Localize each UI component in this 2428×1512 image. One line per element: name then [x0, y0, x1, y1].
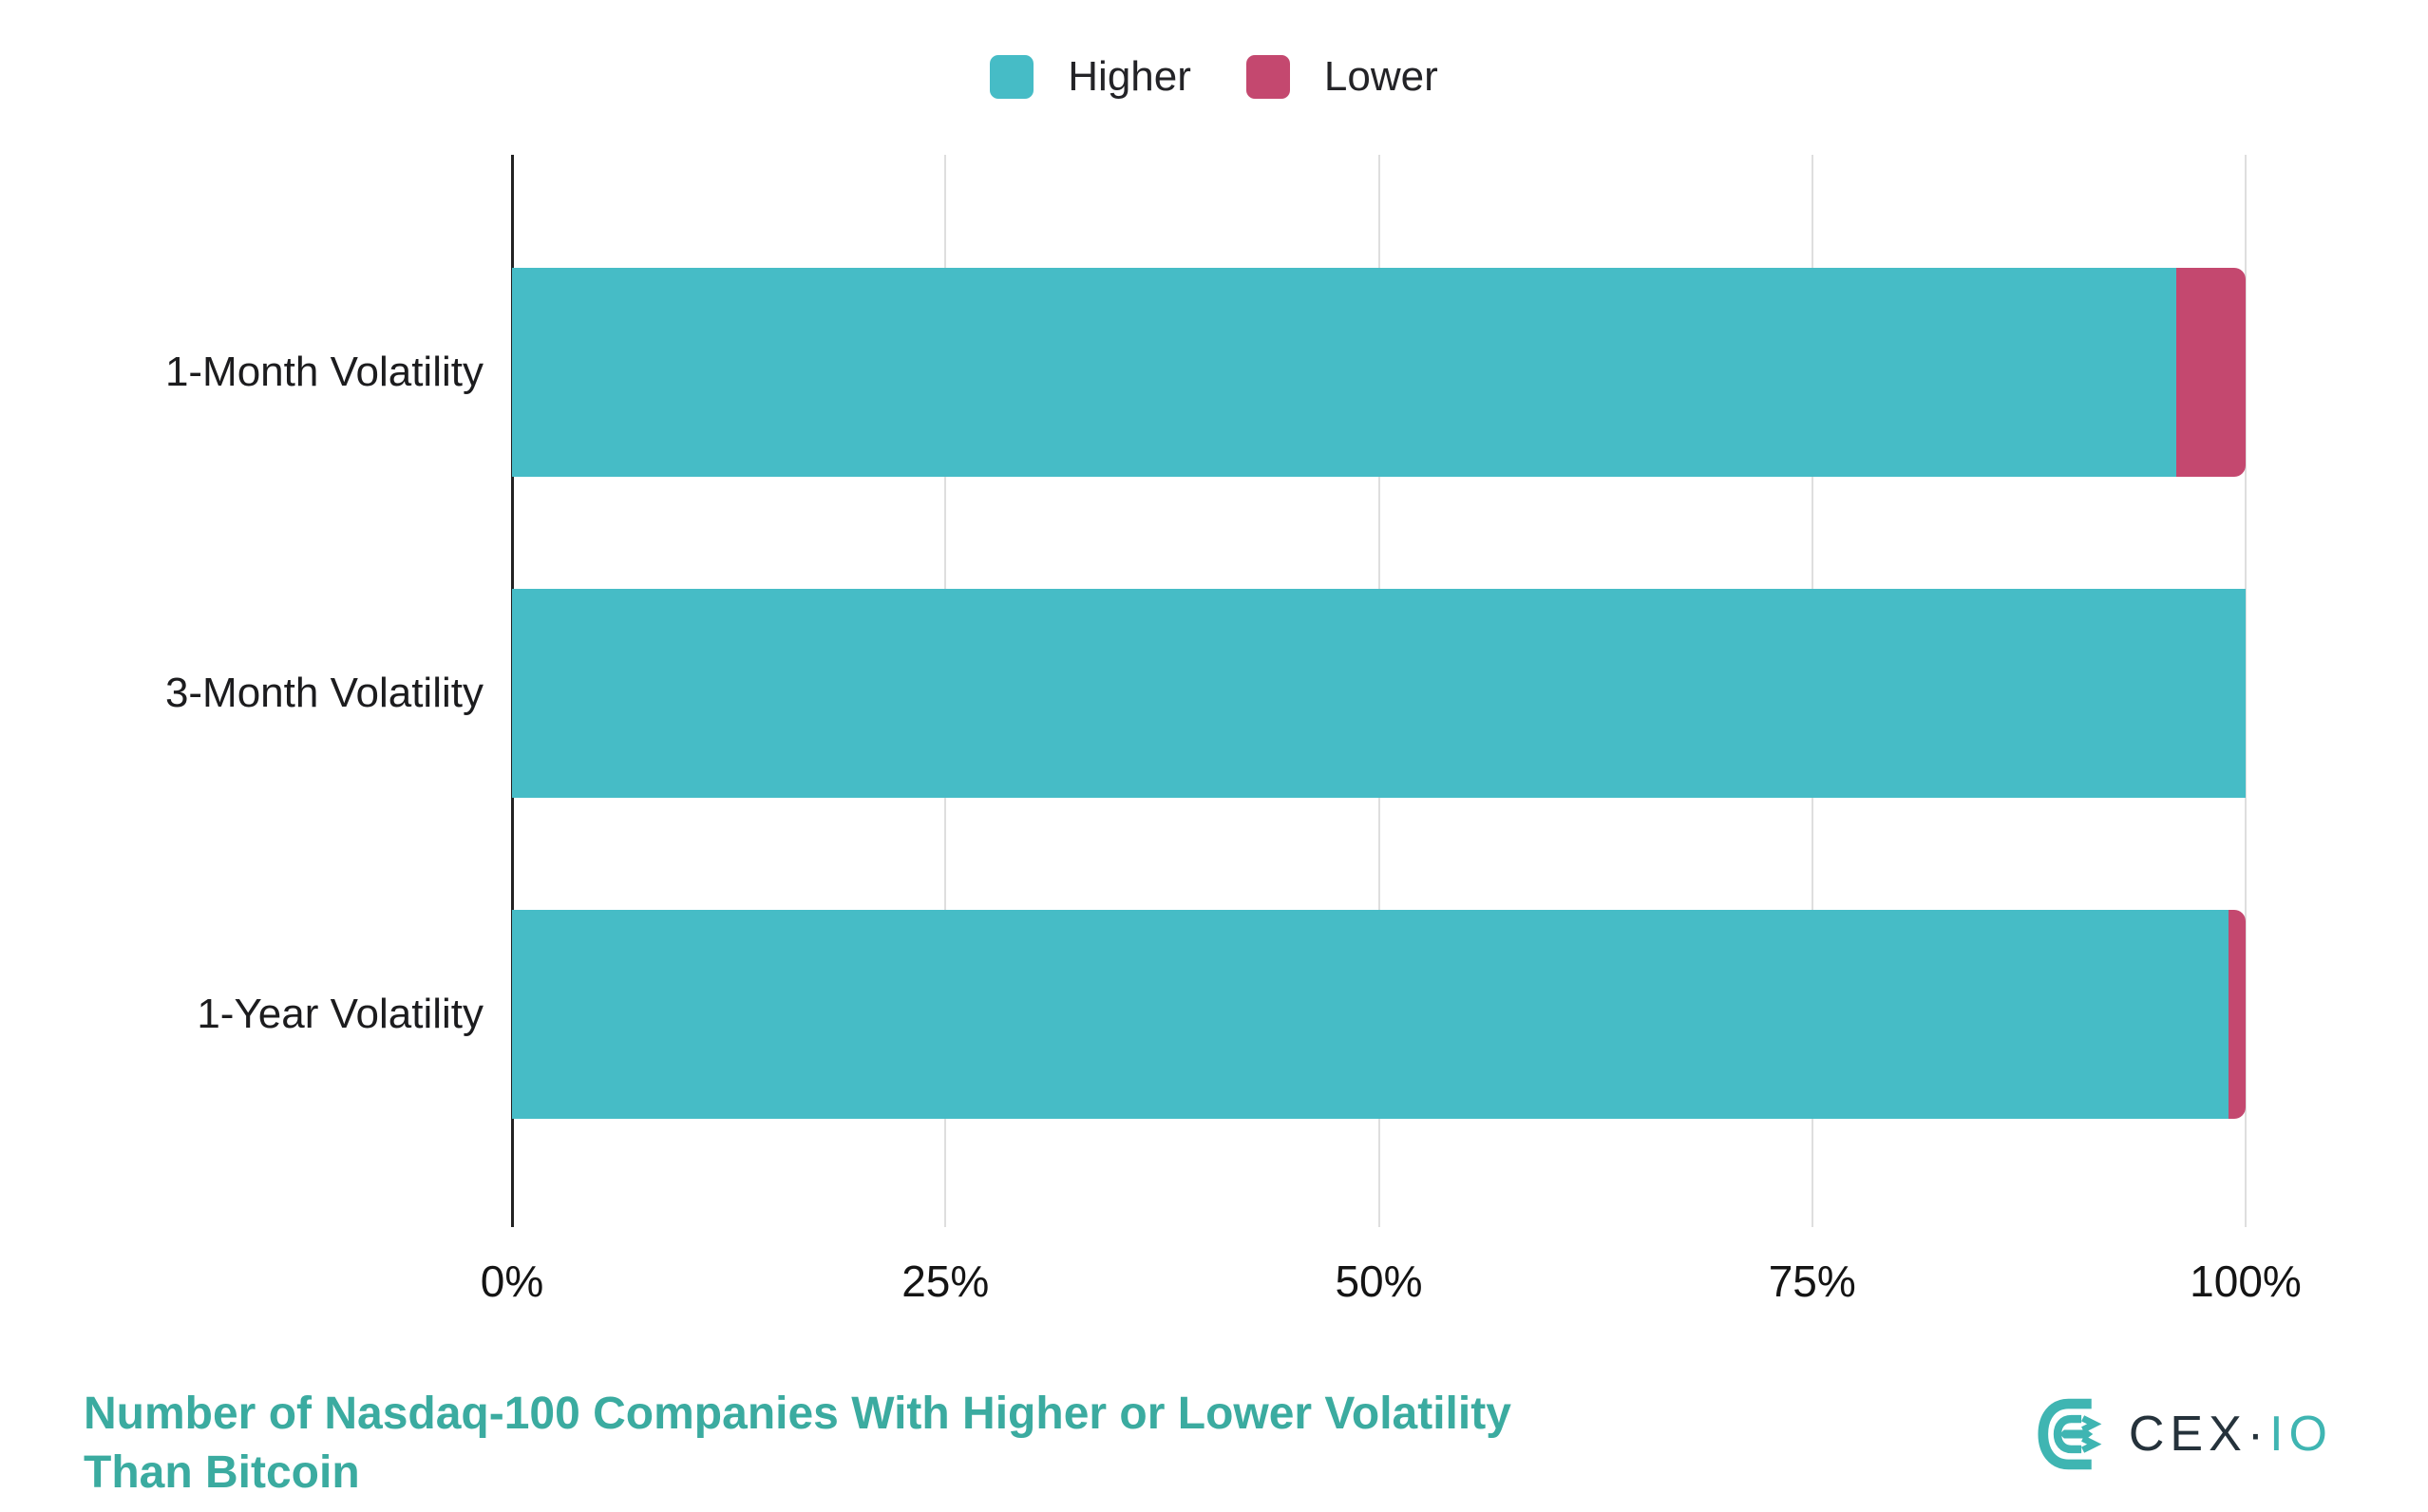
- logo-text-separator: ·: [2247, 1407, 2270, 1462]
- bar-track: [512, 268, 2246, 477]
- bar-row-2: 3-Month Volatility: [165, 589, 2246, 798]
- bar-row-1: 1-Month Volatility: [165, 268, 2246, 477]
- cexio-logo-text: CEX·IO: [2129, 1406, 2333, 1463]
- legend: Higher Lower: [0, 53, 2428, 101]
- bar-segment-lower[interactable]: [2228, 910, 2246, 1119]
- bar-segment-lower[interactable]: [2176, 268, 2246, 477]
- x-tick-label-100: 100%: [2190, 1257, 2302, 1306]
- bar-segment-higher[interactable]: [512, 910, 2229, 1119]
- legend-label: Higher: [1068, 53, 1191, 100]
- logo-text-io: IO: [2269, 1407, 2333, 1462]
- chart-title: Number of Nasdaq-100 Companies With High…: [84, 1385, 1511, 1503]
- gridline-100: [2245, 155, 2247, 1227]
- x-tick-label-25: 25%: [901, 1257, 990, 1306]
- x-tick-label-50: 50%: [1335, 1257, 1423, 1306]
- legend-label: Lower: [1323, 53, 1438, 100]
- category-label: 1-Year Volatility: [197, 991, 484, 1037]
- logo-text-cex: CEX: [2128, 1407, 2248, 1462]
- cexio-logo-mark: [2038, 1398, 2102, 1470]
- cexio-logo: CEX·IO: [2038, 1398, 2333, 1470]
- legend-item-lower[interactable]: Lower: [1245, 53, 1438, 101]
- chart-title-line-2: Than Bitcoin: [84, 1447, 360, 1498]
- legend-item-higher[interactable]: Higher: [990, 53, 1191, 101]
- x-tick-label-75: 75%: [1768, 1257, 1856, 1306]
- legend-swatch-higher: [990, 55, 1034, 99]
- bar-segment-higher[interactable]: [512, 268, 2176, 477]
- legend-swatch-lower: [1245, 55, 1290, 99]
- category-label: 1-Month Volatility: [164, 349, 484, 395]
- plot-area: 0% 25% 50% 75% 100% 1-Month Volatility 3-Month…: [165, 155, 2302, 1306]
- x-tick-label-0: 0%: [480, 1257, 544, 1306]
- category-label: 3-Month Volatility: [164, 670, 484, 716]
- bar-segment-higher[interactable]: [512, 589, 2246, 798]
- bar-track: [512, 910, 2246, 1119]
- chart-title-line-1: Number of Nasdaq-100 Companies With High…: [84, 1389, 1511, 1439]
- bar-track: [512, 589, 2246, 798]
- bar-row-3: 1-Year Volatility: [197, 910, 2246, 1119]
